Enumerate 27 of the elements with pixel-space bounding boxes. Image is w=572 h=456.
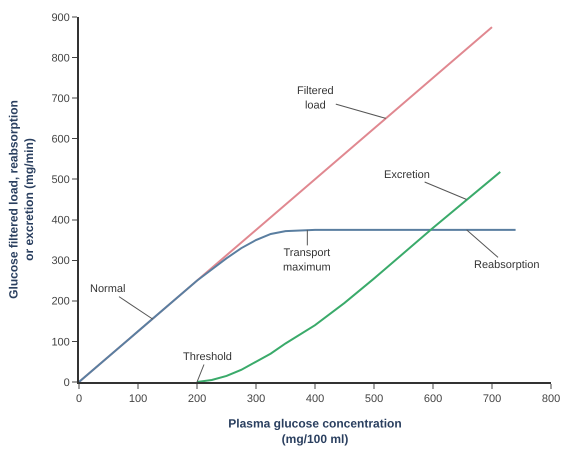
x-tick-label: 500 [364,393,384,406]
y-tick-label: 400 [51,214,70,227]
y-tick-label: 200 [51,296,70,308]
x-axis-title: Plasma glucose concentration (mg/100 ml) [228,416,402,446]
annotation: Filtered load [297,85,334,112]
x-tick-label: 800 [542,393,560,406]
annotation: Reabsorption [474,259,540,271]
x-tick-label: 0 [76,393,82,406]
x-tick-label: 400 [306,393,324,406]
y-tick-label: 900 [51,12,70,24]
y-tick-label: 700 [51,92,70,105]
x-tick-label: 300 [246,393,266,406]
y-tick-label: 300 [51,255,70,268]
annotation: Normal [90,283,126,295]
y-tick-label: 500 [51,174,70,186]
x-tick-label: 200 [188,393,206,406]
annotation: Transport maximum [283,247,331,274]
x-tick-label: 600 [424,393,442,406]
y-axis-title: Glucose filtered load, reabsorption or excretion (mg/min) [6,100,36,299]
x-tick-label: 100 [128,393,148,406]
y-tick-label: 800 [51,52,70,64]
y-tick-label: 0 [64,376,70,389]
y-tick-label: 100 [51,336,70,348]
annotation: Excretion [384,169,430,181]
annotation: Threshold [183,351,232,363]
y-tick-label: 600 [51,134,70,146]
x-tick-label: 700 [482,393,502,406]
